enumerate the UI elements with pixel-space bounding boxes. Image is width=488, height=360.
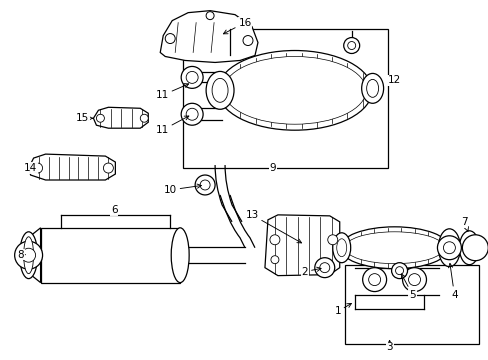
Ellipse shape xyxy=(20,232,38,279)
Circle shape xyxy=(33,163,42,173)
Ellipse shape xyxy=(23,237,34,274)
Circle shape xyxy=(96,114,104,122)
Text: 11: 11 xyxy=(155,116,188,135)
Circle shape xyxy=(437,236,461,260)
Ellipse shape xyxy=(205,71,234,109)
Ellipse shape xyxy=(438,229,459,267)
Ellipse shape xyxy=(361,73,383,103)
Text: 16: 16 xyxy=(223,18,251,34)
Ellipse shape xyxy=(336,239,346,257)
Circle shape xyxy=(243,36,252,45)
Text: 12: 12 xyxy=(387,75,400,85)
Ellipse shape xyxy=(366,80,378,97)
Circle shape xyxy=(15,241,42,269)
Text: 1: 1 xyxy=(334,303,351,316)
Circle shape xyxy=(140,114,148,122)
Circle shape xyxy=(314,258,334,278)
Text: 14: 14 xyxy=(24,163,37,173)
Circle shape xyxy=(327,235,337,245)
Circle shape xyxy=(407,274,420,285)
Polygon shape xyxy=(29,154,115,180)
Circle shape xyxy=(319,263,329,273)
Text: 11: 11 xyxy=(155,84,188,100)
Circle shape xyxy=(186,71,198,84)
Ellipse shape xyxy=(217,50,371,130)
Circle shape xyxy=(165,33,175,44)
Ellipse shape xyxy=(463,238,474,258)
Polygon shape xyxy=(160,11,258,62)
Bar xyxy=(344,265,478,345)
Ellipse shape xyxy=(212,78,227,102)
Ellipse shape xyxy=(339,227,448,269)
Polygon shape xyxy=(264,215,339,276)
Ellipse shape xyxy=(344,232,444,264)
Text: 3: 3 xyxy=(386,341,392,352)
Circle shape xyxy=(391,263,407,279)
Text: 6: 6 xyxy=(111,205,118,215)
Text: 8: 8 xyxy=(17,250,25,260)
Ellipse shape xyxy=(332,233,350,263)
Circle shape xyxy=(402,268,426,292)
Circle shape xyxy=(186,108,198,120)
Bar xyxy=(183,28,387,168)
Circle shape xyxy=(103,163,113,173)
Circle shape xyxy=(343,37,359,54)
Text: 9: 9 xyxy=(269,163,276,173)
Text: 2: 2 xyxy=(301,267,321,276)
Polygon shape xyxy=(93,107,148,128)
Text: 15: 15 xyxy=(76,113,93,123)
Polygon shape xyxy=(25,228,41,283)
Text: 5: 5 xyxy=(401,274,415,300)
Text: 10: 10 xyxy=(163,184,201,195)
Circle shape xyxy=(270,256,278,264)
Circle shape xyxy=(347,41,355,50)
Text: 7: 7 xyxy=(460,217,468,231)
Circle shape xyxy=(269,235,279,245)
Circle shape xyxy=(368,274,380,285)
Circle shape xyxy=(462,235,488,261)
Circle shape xyxy=(200,180,210,190)
Bar xyxy=(41,228,180,283)
Circle shape xyxy=(443,242,454,254)
Ellipse shape xyxy=(443,237,454,259)
Circle shape xyxy=(205,12,214,20)
Ellipse shape xyxy=(171,228,189,283)
Text: 13: 13 xyxy=(245,210,301,243)
Ellipse shape xyxy=(223,57,366,124)
Ellipse shape xyxy=(458,231,478,265)
Text: 4: 4 xyxy=(447,264,457,300)
Circle shape xyxy=(195,175,215,195)
Circle shape xyxy=(181,103,203,125)
Circle shape xyxy=(21,248,36,262)
Circle shape xyxy=(181,67,203,88)
Circle shape xyxy=(362,268,386,292)
Circle shape xyxy=(395,267,403,275)
